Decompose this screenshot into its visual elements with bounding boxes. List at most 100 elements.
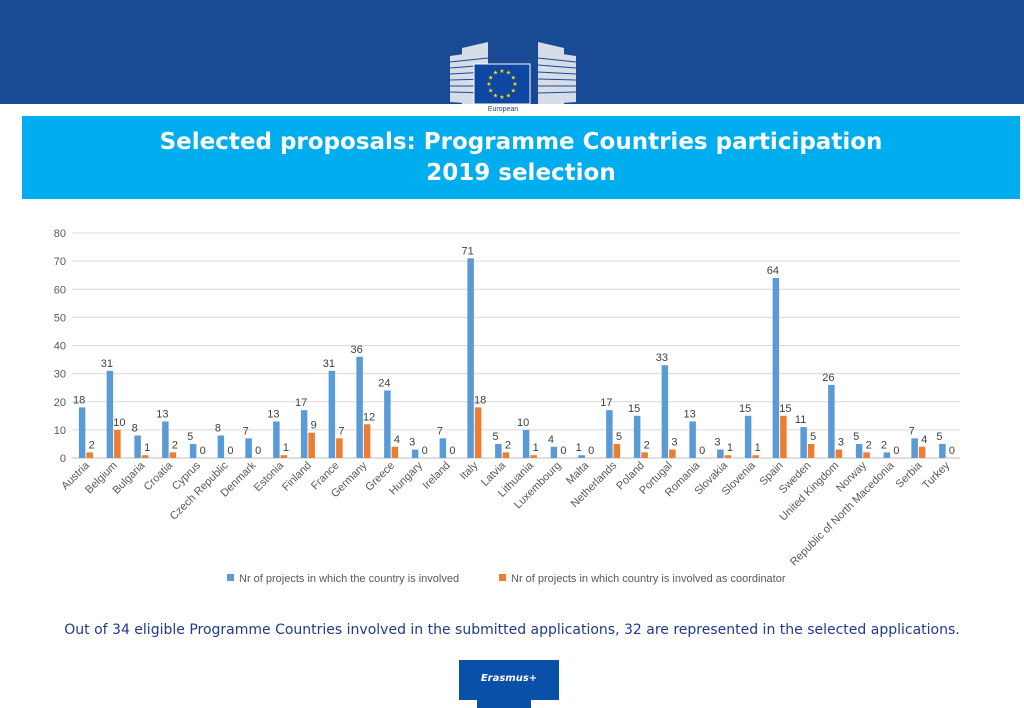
- bar: [689, 421, 696, 458]
- x-tick-label: Turkey: [920, 459, 952, 491]
- bar: [439, 438, 447, 458]
- data-label: 5: [853, 431, 859, 443]
- x-tick-label: Serbia: [894, 459, 926, 491]
- bar: [800, 427, 807, 458]
- y-tick-label: 80: [54, 228, 66, 240]
- data-label: 12: [363, 411, 375, 423]
- legend-label: Nr of projects in which the country is i…: [239, 573, 459, 585]
- eu-star-icon: ★: [488, 75, 493, 82]
- data-label: 0: [699, 445, 705, 457]
- data-label: 17: [295, 397, 307, 409]
- european-commission-logo: ★ ★★★★★★★★★★★: [449, 42, 577, 105]
- bar: [245, 438, 252, 458]
- data-label: 9: [311, 420, 317, 432]
- bar: [772, 278, 780, 458]
- page-title: Selected proposals: Programme Countries …: [22, 127, 1020, 189]
- eu-star-icon: ★: [493, 92, 498, 99]
- y-tick-label: 70: [54, 256, 66, 268]
- eu-star-icon: ★: [506, 92, 511, 99]
- data-label: 2: [866, 439, 872, 451]
- y-tick-label: 60: [54, 284, 66, 296]
- y-tick-label: 20: [54, 397, 66, 409]
- eu-star-icon: ★: [511, 88, 516, 95]
- eu-star-icon: ★: [499, 94, 504, 101]
- eu-star-icon: ★: [493, 70, 498, 77]
- y-tick-label: 0: [60, 453, 66, 465]
- data-label: 4: [548, 434, 554, 446]
- bar: [911, 438, 918, 458]
- data-label: 0: [227, 445, 233, 457]
- data-label: 2: [644, 439, 650, 451]
- bar: [661, 365, 669, 458]
- bar: [744, 415, 752, 458]
- data-label: 0: [893, 445, 899, 457]
- data-label: 33: [656, 352, 668, 364]
- bar: [162, 421, 169, 458]
- bar: [78, 407, 86, 458]
- data-label: 5: [492, 431, 498, 443]
- bar: [384, 390, 391, 458]
- bar: [300, 410, 308, 458]
- data-label: 13: [156, 408, 168, 420]
- bar: [530, 455, 537, 458]
- data-label: 1: [533, 442, 539, 454]
- bar: [141, 455, 149, 458]
- data-label: 11: [795, 414, 806, 426]
- bar: [550, 446, 558, 458]
- bar: [752, 455, 759, 458]
- bar: [280, 455, 288, 458]
- data-label: 10: [517, 417, 529, 429]
- data-label: 4: [921, 434, 927, 446]
- eu-star-icon: ★: [512, 81, 517, 88]
- erasmus-badge-tab: [477, 700, 531, 708]
- bar: [308, 432, 315, 458]
- bar: [467, 258, 474, 458]
- data-label: 15: [779, 403, 791, 415]
- data-label: 2: [172, 439, 178, 451]
- data-label: 2: [881, 439, 887, 451]
- legend-swatch: [499, 574, 506, 581]
- title-bar: Selected proposals: Programme Countries …: [22, 116, 1020, 199]
- bar: [502, 452, 510, 458]
- bar: [217, 435, 225, 458]
- data-label: 1: [727, 442, 733, 454]
- bar: [669, 449, 676, 458]
- x-tick-label: Croatia: [142, 459, 176, 493]
- bar: [863, 452, 870, 458]
- x-tick-label: Ireland: [420, 460, 452, 492]
- bar: [918, 446, 926, 458]
- bar: [883, 452, 891, 458]
- data-label: 13: [267, 408, 279, 420]
- title-line-2: 2019 selection: [426, 160, 616, 186]
- bar: [828, 384, 835, 458]
- bar: [578, 455, 585, 458]
- bar: [613, 443, 621, 458]
- bar: [114, 429, 121, 458]
- bar: [86, 452, 93, 458]
- x-tick-label: Italy: [458, 459, 481, 482]
- data-label: 5: [810, 431, 816, 443]
- bar: [363, 424, 371, 458]
- bar: [780, 415, 787, 458]
- bar: [189, 443, 197, 458]
- footnote: Out of 34 eligible Programme Countries i…: [64, 622, 960, 638]
- eu-star-icon: ★: [486, 81, 491, 88]
- data-label: 1: [283, 442, 289, 454]
- bar: [273, 421, 280, 458]
- bar: [633, 415, 641, 458]
- data-label: 0: [255, 445, 261, 457]
- data-label: 31: [101, 358, 113, 370]
- bar: [134, 435, 141, 458]
- x-tick-label: Finland: [280, 460, 314, 494]
- data-label: 64: [767, 265, 779, 277]
- bar: [106, 370, 114, 458]
- eu-star-icon: ★: [499, 68, 504, 75]
- data-label: 4: [394, 434, 400, 446]
- data-label: 18: [474, 394, 486, 406]
- bar: [724, 455, 732, 458]
- data-label: 0: [949, 445, 955, 457]
- data-label: 17: [600, 397, 612, 409]
- eu-star-icon: ★: [488, 88, 493, 95]
- data-label: 3: [838, 437, 844, 449]
